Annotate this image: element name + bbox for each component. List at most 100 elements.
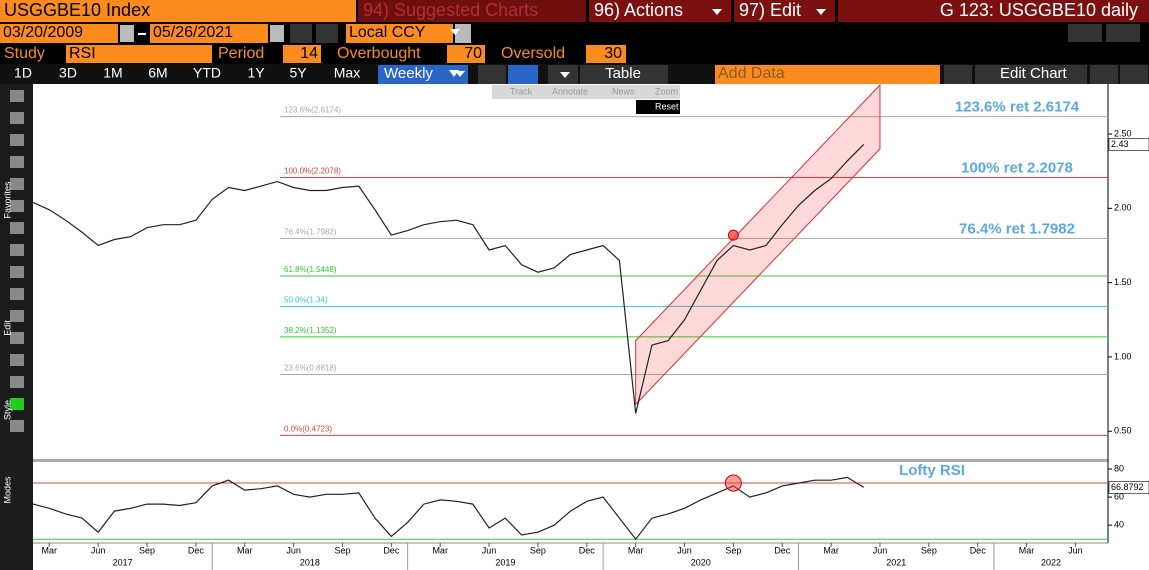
y-tick-label: 60 [1114,491,1124,501]
label: 5Y [289,65,307,81]
x-tick-label: Sep [725,545,741,555]
dropdown-arrow [455,71,465,77]
x-tick-label: Sep [334,545,350,555]
fib-label: 100.0%(2.2078) [284,167,341,176]
button[interactable] [270,25,284,42]
button[interactable] [120,25,134,42]
x-tick-label: Mar [628,545,644,555]
fib-label: 23.6%(0.8818) [284,364,337,373]
highlight [724,474,742,492]
data-line [32,476,865,541]
button[interactable] [1106,24,1140,42]
label: G 123: USGGBE10 daily [940,0,1138,20]
button[interactable] [150,24,268,43]
label: 96) Actions [594,0,683,20]
last-value-label: 66.8792 [1111,482,1144,492]
label: Style [2,400,12,420]
button[interactable] [586,45,626,63]
button[interactable] [290,24,312,43]
x-tick-label: Mar [237,545,253,555]
button[interactable] [1090,65,1118,84]
label: Overbought [337,45,421,62]
button[interactable] [447,45,485,63]
y-tick-label: 80 [1114,463,1124,473]
label: 14 [300,45,318,62]
tool-icon[interactable] [10,90,24,102]
x-tick-label: Jun [1068,545,1083,555]
button[interactable] [0,24,118,43]
y-tick-label: 40 [1114,520,1124,530]
button[interactable] [358,0,586,22]
year-label: 2020 [691,557,711,567]
label: 1D [14,65,32,81]
tool-icon[interactable] [10,156,24,168]
label: News [612,86,635,96]
button[interactable] [492,85,680,99]
annotation: 76.4% ret 1.7982 [959,220,1075,237]
x-tick-label: Jun [482,545,497,555]
label: Weekly [384,65,433,82]
dropdown-arrow [450,29,460,35]
fib-label: 61.8%(1.5448) [284,265,337,274]
tool-icon[interactable] [10,354,24,366]
button[interactable] [1120,65,1148,84]
label: RSI [69,45,96,62]
last-value-box [1108,138,1149,151]
label: Edit [2,320,12,336]
button[interactable] [589,0,731,22]
label: Annotate [552,86,588,96]
label: USGGBE10 Index [4,0,150,20]
label: 03/20/2009 [3,24,83,41]
year-label: 2022 [1041,557,1061,567]
x-tick-label: Jun [91,545,106,555]
button[interactable] [715,65,940,84]
button[interactable] [734,0,835,22]
button[interactable] [346,24,453,43]
tool-icon[interactable] [10,266,24,278]
x-tick-label: Sep [921,545,937,555]
button[interactable] [944,65,972,84]
panel [138,33,146,35]
x-tick-label: Jun [677,545,692,555]
label: 94) Suggested Charts [363,0,538,20]
label: Edit Chart [1000,65,1068,82]
tool-icon[interactable] [10,222,24,234]
dropdown-arrow [449,70,459,77]
tool-icon[interactable] [10,178,24,190]
tool-icon[interactable] [10,134,24,146]
y-tick-label: 2.50 [1114,128,1132,138]
y-tick-label: 1.00 [1114,351,1132,361]
button[interactable] [455,24,471,43]
year-label: 2017 [113,557,133,567]
fib-label: 50.0%(1.34) [284,296,328,305]
button[interactable] [378,65,468,84]
button[interactable] [580,65,668,84]
tool-icon[interactable] [10,398,24,410]
button[interactable] [636,100,680,114]
tool-icon[interactable] [10,288,24,300]
y-tick-label: 0.50 [1114,426,1132,436]
label: Track [510,86,533,96]
last-value-box [1108,481,1149,494]
label: 3D [59,65,77,81]
trend-channel [635,83,881,406]
tool-icon[interactable] [10,244,24,256]
tool-icon[interactable] [10,200,24,212]
button[interactable] [316,24,338,43]
button[interactable] [0,0,356,22]
button[interactable] [1068,24,1102,42]
tool-icon[interactable] [10,310,24,322]
tool-icon[interactable] [10,420,24,432]
panel [33,459,1108,462]
button[interactable] [478,65,506,84]
tool-icon[interactable] [10,332,24,344]
year-label: 2019 [495,557,515,567]
button[interactable] [975,65,1087,84]
tool-icon[interactable] [10,112,24,124]
button[interactable] [66,45,212,63]
annotation: 100% ret 2.2078 [961,159,1073,176]
button[interactable] [283,45,321,63]
button[interactable] [508,65,538,84]
tool-icon[interactable] [10,376,24,388]
